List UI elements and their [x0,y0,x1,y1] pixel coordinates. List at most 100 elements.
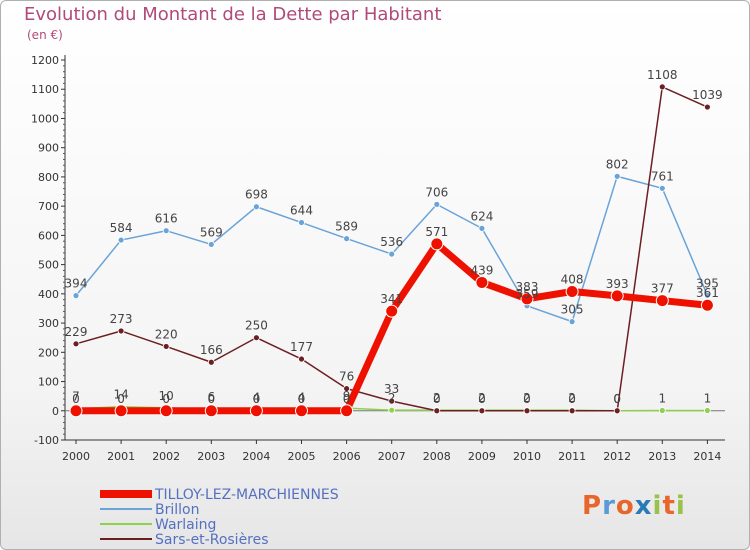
data-label: 2 [478,391,486,405]
data-point [117,236,125,244]
y-tick-label: 1000 [31,112,59,125]
data-point [478,407,486,415]
data-point [388,397,396,405]
y-tick-label: 400 [38,288,59,301]
data-point [565,285,579,299]
y-tick-label: 600 [38,229,59,242]
data-label: 1 [658,391,666,405]
data-label: 2 [433,391,441,405]
data-label: 439 [470,263,493,277]
data-label: 408 [561,273,584,287]
legend-label: Brillon [155,502,199,518]
data-label: 250 [245,319,268,333]
data-point [658,83,666,91]
data-label: 0 [613,392,621,406]
logo-letter: r [602,491,616,521]
logo-letter: P [582,491,603,521]
data-label: 2 [568,391,576,405]
x-tick-label: 2009 [468,450,496,463]
data-label: 33 [384,382,399,396]
data-point [658,407,666,414]
series-tilloy-lez-marchiennes [69,237,714,418]
data-point [72,292,80,300]
series-sars-et-rosi-res [72,83,711,415]
data-point [568,318,576,326]
data-label: 177 [290,340,313,354]
legend: TILLOY-LEZ-MARCHIENNESBrillonWarlaingSar… [100,487,339,548]
data-label: 393 [606,277,629,291]
x-tick-label: 2014 [693,450,721,463]
data-label: 2 [388,391,396,405]
data-label: 0 [72,392,80,406]
data-point [385,304,399,318]
data-point [388,406,396,414]
data-label: 4 [298,391,306,405]
data-label: 0 [253,392,261,406]
logo-letter: i [652,491,663,521]
x-tick-label: 2006 [333,450,361,463]
data-point [162,343,170,350]
x-tick-label: 2007 [378,450,406,463]
data-point [613,407,621,415]
data-label: 220 [155,327,178,341]
data-label: 6 [207,390,215,404]
data-label: 0 [117,392,125,406]
data-point [252,334,260,342]
data-label: 802 [606,157,629,171]
data-point [249,404,263,418]
proxiti-logo: Proxiti [582,491,686,521]
data-point [298,355,305,363]
y-tick-label: 900 [38,142,59,155]
data-label: 359 [516,287,539,301]
data-point [159,404,173,418]
data-point [204,404,218,418]
legend-label: Warlaing [155,517,216,533]
data-point [520,292,534,306]
data-label: 395 [696,276,719,290]
x-tick-label: 2012 [603,450,631,463]
legend-label: TILLOY-LEZ-MARCHIENNES [154,487,339,503]
data-label: 0 [298,392,306,406]
data-point [114,404,128,418]
y-tick-label: 0 [52,405,59,418]
logo-letter: x [634,491,653,521]
logo-letter: t [662,491,676,521]
chart-subtitle: (en €) [27,28,63,42]
data-label: 1039 [692,88,723,102]
data-label: 305 [561,303,584,317]
data-label: 0 [568,392,576,406]
data-point [340,404,354,418]
y-tick-label: 1200 [31,54,59,67]
x-tick-label: 2008 [423,450,451,463]
legend-label: Sars-et-Rosières [155,532,269,548]
data-point [343,235,351,243]
y-tick-label: 300 [38,317,59,330]
data-label: 166 [200,343,223,357]
data-label: 589 [335,220,358,234]
data-label: 624 [470,209,493,223]
data-point [568,407,576,415]
data-label: 536 [380,235,403,249]
series-layer [69,83,714,418]
data-point [655,294,669,308]
data-label: 229 [65,325,88,339]
x-tick-label: 2002 [152,450,180,463]
data-point [72,340,80,348]
data-point [610,289,624,303]
data-label: 377 [651,282,674,296]
x-tick-label: 2013 [648,450,676,463]
data-label: 0 [207,392,215,406]
logo-letter: i [675,491,686,521]
data-label: 0 [343,392,351,406]
data-point [207,358,215,366]
data-label: 0 [478,392,486,406]
y-tick-label: -100 [34,434,59,447]
data-label: 616 [155,212,178,226]
data-point [523,407,531,415]
data-label: 1 [704,391,712,405]
data-point [117,327,125,335]
data-label: 0 [523,392,531,406]
data-label: 9 [343,389,351,403]
data-label: 0 [433,392,441,406]
